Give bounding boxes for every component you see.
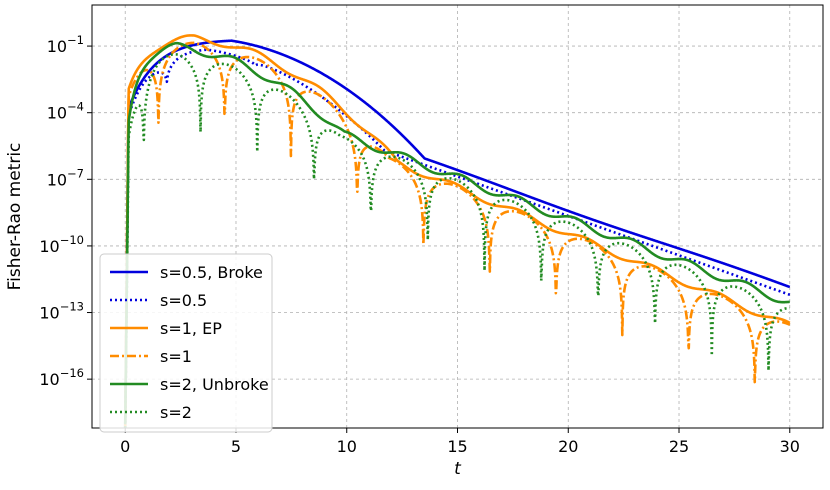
y-tick-label: 10−7 (47, 166, 84, 189)
y-tick-label: 10−10 (39, 233, 84, 256)
x-tick-label: 5 (231, 437, 241, 456)
y-tick-label: 10−1 (47, 33, 84, 56)
x-tick-label: 10 (337, 437, 357, 456)
x-axis: 0 5 10 15 20 25 30 (120, 428, 800, 456)
x-tick-label: 25 (669, 437, 689, 456)
y-tick-label: 10−16 (39, 366, 84, 389)
x-tick-label: 30 (780, 437, 800, 456)
legend-label: s=0.5, Broke (160, 263, 263, 282)
x-tick-label: 20 (558, 437, 578, 456)
series-line-6 (123, 53, 791, 429)
x-axis-label: t (454, 459, 462, 479)
series-line-5 (123, 41, 791, 425)
y-axis: 10−16 10−13 10−10 10−7 10−4 10−1 (39, 33, 92, 389)
legend-label: s=1 (160, 347, 192, 366)
legend: s=0.5, Broke s=0.5 s=1, EP s=1 s=2, Unbroke s… (99, 253, 273, 433)
legend-label: s=0.5 (160, 291, 207, 310)
y-axis-label: Fisher-Rao metric (5, 143, 25, 291)
y-tick-label: 10−13 (39, 300, 84, 323)
series-line-3 (123, 34, 791, 425)
legend-label: s=2, Unbroke (160, 375, 269, 394)
legend-item: s=2 (110, 403, 192, 422)
x-tick-label: 0 (120, 437, 130, 456)
x-tick-label: 15 (447, 437, 467, 456)
legend-item: s=1 (110, 347, 192, 366)
series-line-4 (123, 41, 791, 428)
series-line-1 (123, 39, 791, 427)
legend-label: s=2 (160, 403, 192, 422)
legend-label: s=1, EP (160, 319, 222, 338)
y-tick-label: 10−4 (47, 100, 84, 123)
legend-item: s=0.5, Broke (110, 263, 263, 282)
legend-item: s=0.5 (110, 291, 207, 310)
legend-item: s=1, EP (110, 319, 222, 338)
legend-item: s=2, Unbroke (110, 375, 269, 394)
series-lines (123, 34, 791, 429)
legend-box (99, 253, 273, 433)
